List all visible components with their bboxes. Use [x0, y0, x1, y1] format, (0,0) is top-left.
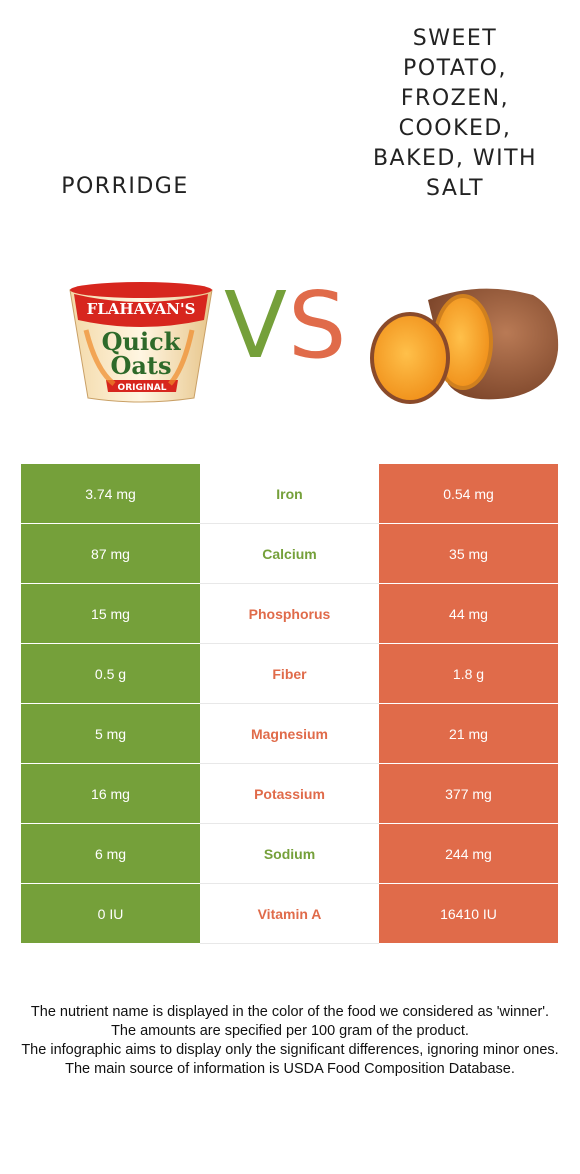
nutrient-name: Phosphorus: [200, 584, 379, 643]
vs-s-letter: S: [288, 272, 347, 379]
right-value: 21 mg: [379, 704, 558, 763]
footnote: The nutrient name is displayed in the co…: [20, 1003, 560, 1079]
right-value: 0.54 mg: [379, 464, 558, 523]
footnote-line: The amounts are specified per 100 gram o…: [111, 1023, 469, 1039]
nutrient-table: 3.74 mg Iron 0.54 mg 87 mg Calcium 35 mg…: [21, 464, 558, 944]
svg-text:ORIGINAL: ORIGINAL: [118, 383, 167, 393]
nutrient-name: Fiber: [200, 644, 379, 703]
nutrient-name: Potassium: [200, 764, 379, 823]
nutrient-name: Vitamin A: [200, 884, 379, 943]
left-value: 3.74 mg: [21, 464, 200, 523]
left-value: 0 IU: [21, 884, 200, 943]
table-row: 5 mg Magnesium 21 mg: [21, 704, 558, 764]
sweet-potato-icon: [370, 288, 559, 404]
svg-text:Oats: Oats: [110, 351, 171, 380]
footnote-line: The nutrient name is displayed in the co…: [30, 1004, 550, 1020]
right-value: 16410 IU: [379, 884, 558, 943]
nutrient-name: Sodium: [200, 824, 379, 883]
nutrient-name: Magnesium: [200, 704, 379, 763]
right-value: 35 mg: [379, 524, 558, 583]
left-value: 6 mg: [21, 824, 200, 883]
right-value: 244 mg: [379, 824, 558, 883]
svg-text:FLAHAVAN'S: FLAHAVAN'S: [87, 300, 196, 318]
right-value: 44 mg: [379, 584, 558, 643]
table-row: 0.5 g Fiber 1.8 g: [21, 644, 558, 704]
left-food-title: PORRIDGE: [61, 174, 189, 199]
left-value: 0.5 g: [21, 644, 200, 703]
nutrient-name: Iron: [200, 464, 379, 523]
table-row: 15 mg Phosphorus 44 mg: [21, 584, 558, 644]
left-value: 87 mg: [21, 524, 200, 583]
left-value: 5 mg: [21, 704, 200, 763]
table-row: 16 mg Potassium 377 mg: [21, 764, 558, 824]
right-value: 1.8 g: [379, 644, 558, 703]
table-row: 0 IU Vitamin A 16410 IU: [21, 884, 558, 944]
right-value: 377 mg: [379, 764, 558, 823]
left-value: 15 mg: [21, 584, 200, 643]
table-row: 87 mg Calcium 35 mg: [21, 524, 558, 584]
footnote-line: The infographic aims to display only the…: [21, 1042, 559, 1058]
table-row: 6 mg Sodium 244 mg: [21, 824, 558, 884]
left-value: 16 mg: [21, 764, 200, 823]
vs-label: V S: [222, 280, 352, 376]
table-row: 3.74 mg Iron 0.54 mg: [21, 464, 558, 524]
svg-text:Quick: Quick: [102, 327, 182, 356]
vs-v-letter: V: [224, 272, 287, 379]
nutrient-name: Calcium: [200, 524, 379, 583]
porridge-cup-icon: FLAHAVAN'S Quick Oats ORIGINAL: [69, 282, 213, 403]
footnote-line: The main source of information is USDA F…: [65, 1061, 515, 1077]
right-food-title: SWEET POTATO, FROZEN, COOKED, BAKED, WIT…: [372, 26, 538, 201]
